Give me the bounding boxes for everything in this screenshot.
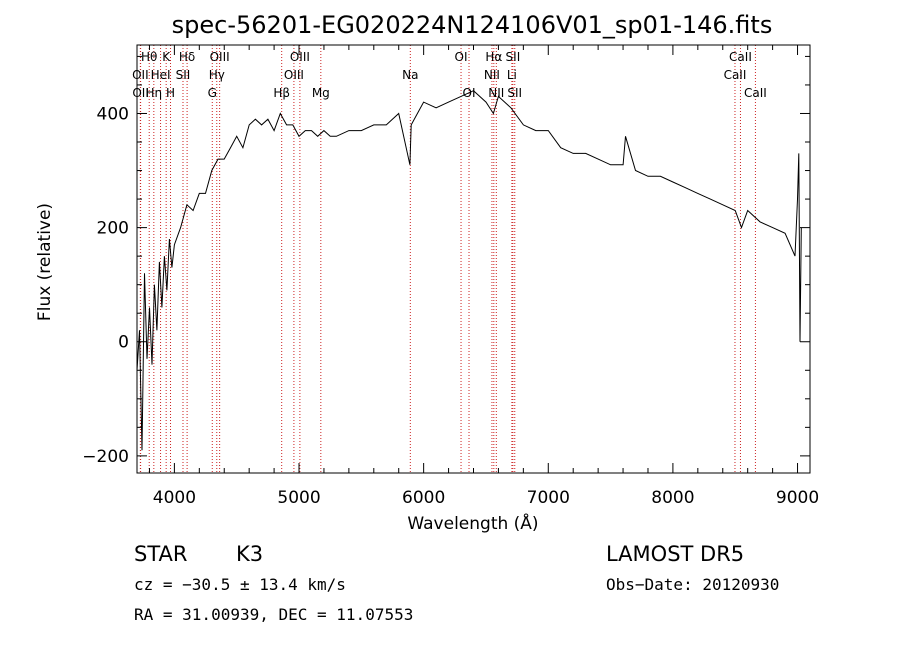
emission-line-label: K xyxy=(162,50,171,64)
emission-line-label: NII xyxy=(484,68,500,82)
emission-line-label: HeI xyxy=(151,68,171,82)
x-tick-label: 5000 xyxy=(277,488,320,508)
emission-line-label: SII xyxy=(506,50,521,64)
emission-line-label: Mg xyxy=(312,86,330,100)
coordinates: RA = 31.00939, DEC = 11.07553 xyxy=(134,605,413,624)
object-class: STAR xyxy=(134,542,187,566)
x-tick-label: 9000 xyxy=(776,488,819,508)
emission-line-label: CaII xyxy=(729,50,752,64)
emission-lines xyxy=(139,45,756,473)
emission-line-label: OIII xyxy=(210,50,230,64)
emission-line-label: Na xyxy=(402,68,418,82)
emission-line-label: OI xyxy=(455,50,468,64)
object-subclass: K3 xyxy=(236,542,263,566)
emission-line-label: OII xyxy=(132,86,149,100)
y-tick-label: 0 xyxy=(118,333,129,353)
y-tick-label: −200 xyxy=(82,447,129,467)
emission-line-label: CaII xyxy=(724,68,747,82)
x-tick-label: 6000 xyxy=(402,488,445,508)
x-tick-label: 8000 xyxy=(651,488,694,508)
plot-frame xyxy=(136,44,811,474)
x-axis-label: Wavelength (Å) xyxy=(407,512,538,534)
emission-line-label: Hγ xyxy=(209,68,225,82)
chart-title: spec-56201-EG020224N124106V01_sp01-146.f… xyxy=(172,11,773,39)
spectrum-series xyxy=(136,90,802,451)
emission-line-label: Hα xyxy=(485,50,502,64)
emission-line-label: OIII xyxy=(284,68,304,82)
emission-line-label: CaII xyxy=(744,86,767,100)
emission-line-label: Hβ xyxy=(273,86,290,100)
emission-line-label: OII xyxy=(132,68,149,82)
x-axis: 4000 5000 6000 7000 8000 9000 xyxy=(148,45,819,508)
emission-line-label: SII xyxy=(176,68,191,82)
emission-line-label: H xyxy=(166,86,175,100)
observation-date: Obs−Date: 20120930 xyxy=(606,575,779,594)
y-tick-label: 400 xyxy=(97,104,129,124)
x-tick-label: 7000 xyxy=(527,488,570,508)
y-axis-label: Flux (relative) xyxy=(35,203,55,321)
x-tick-label: 4000 xyxy=(153,488,196,508)
emission-line-label: Hθ xyxy=(141,50,157,64)
emission-line-label: Hη xyxy=(146,86,163,100)
emission-line-label: NII xyxy=(488,86,504,100)
survey-name: LAMOST DR5 xyxy=(606,542,744,566)
y-tick-label: 200 xyxy=(97,219,129,239)
y-axis: −200 0 200 400 xyxy=(82,55,810,467)
redshift-velocity: cz = −30.5 ± 13.4 km/s xyxy=(134,575,346,594)
emission-line-label: Hδ xyxy=(179,50,195,64)
emission-line-label: OIII xyxy=(290,50,310,64)
emission-line-label: SII xyxy=(507,86,522,100)
emission-line-label: Li xyxy=(507,68,517,82)
emission-line-label: G xyxy=(208,86,217,100)
